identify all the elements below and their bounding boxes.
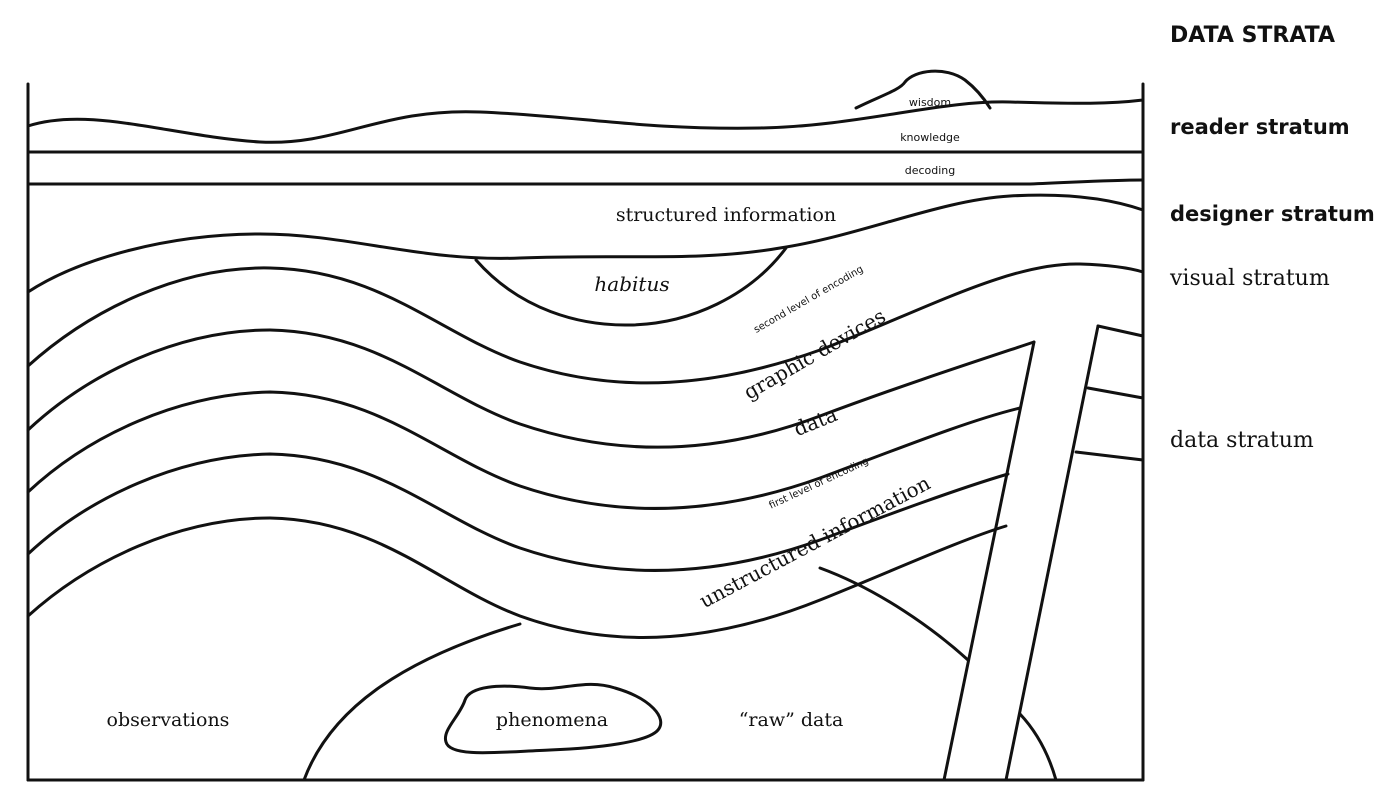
wisdom-label: wisdom bbox=[909, 96, 951, 109]
observations-label: observations bbox=[107, 709, 230, 731]
legend-visual-stratum: visual stratum bbox=[1169, 266, 1330, 291]
raw-data-label: “raw” data bbox=[739, 709, 844, 731]
phenomena-label: phenomena bbox=[496, 709, 608, 731]
unstructured-information-label: unstructured information bbox=[695, 471, 934, 613]
phenomena-blob bbox=[443, 682, 663, 755]
right-layer-line-2 bbox=[1086, 386, 1145, 400]
data-bottom-line bbox=[26, 390, 1022, 511]
legend-reader-stratum: reader stratum bbox=[1170, 115, 1350, 139]
legend-data-stratum: data stratum bbox=[1170, 428, 1314, 453]
fault-right-line bbox=[1004, 324, 1100, 782]
unstructured-info-bottom-line bbox=[26, 516, 1008, 639]
graphic-devices-label: graphic devices bbox=[739, 304, 889, 405]
legend-designer-stratum: designer stratum bbox=[1170, 202, 1375, 226]
habitus-label: habitus bbox=[594, 272, 669, 296]
second-encoding-bottom-line bbox=[26, 262, 1145, 385]
fault-left-line bbox=[942, 340, 1036, 782]
diagram-title: DATA STRATA bbox=[1170, 23, 1335, 48]
decoding-bottom-line bbox=[26, 178, 1145, 186]
graphic-devices-bottom-line bbox=[26, 328, 1036, 449]
wisdom-mound bbox=[854, 69, 992, 110]
first-encoding-bottom-line bbox=[26, 452, 1010, 573]
structured-information-label: structured information bbox=[616, 204, 836, 226]
right-layer-line-1 bbox=[1096, 324, 1145, 338]
raw-data-arc bbox=[818, 566, 970, 662]
habitus-bowl bbox=[474, 246, 788, 327]
data-layer-label: data bbox=[790, 402, 840, 441]
first-encoding-label: first level of encoding bbox=[767, 456, 870, 512]
observations-dome bbox=[302, 622, 522, 782]
knowledge-top-line bbox=[26, 98, 1145, 144]
knowledge-label: knowledge bbox=[900, 131, 960, 144]
raw-data-arc-right bbox=[1018, 712, 1058, 782]
structured-info-bottom-line bbox=[26, 193, 1145, 294]
decoding-label: decoding bbox=[905, 164, 956, 177]
right-layer-line-3 bbox=[1074, 450, 1145, 462]
